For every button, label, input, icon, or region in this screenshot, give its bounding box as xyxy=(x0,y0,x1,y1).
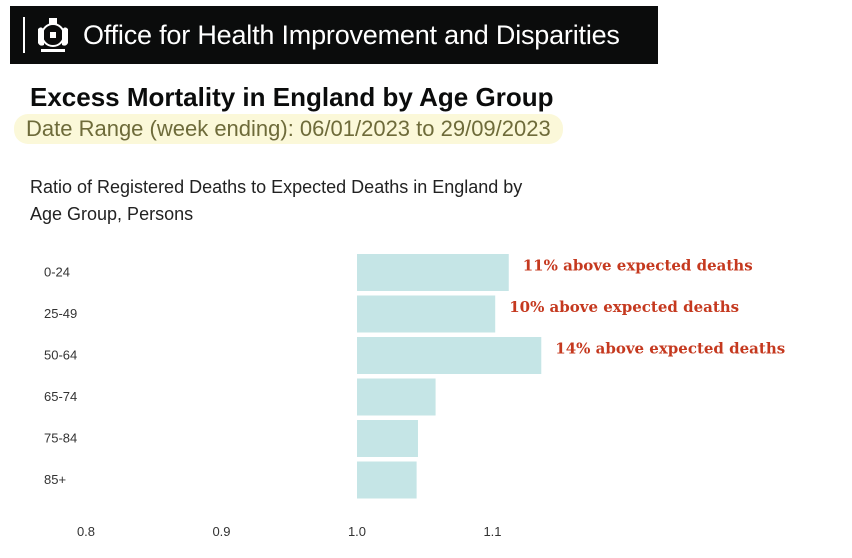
bar xyxy=(357,461,417,499)
category-label: 25-49 xyxy=(44,306,77,321)
royal-coat-of-arms-icon xyxy=(38,18,68,52)
bar xyxy=(357,254,509,291)
data-label: 10% above expected deaths xyxy=(509,298,739,316)
header-divider xyxy=(23,17,25,53)
bar-chart: 0-24 11% above expected deaths 25-49 10% ab… xyxy=(44,254,785,539)
x-tick-label: 1.0 xyxy=(348,524,366,539)
category-label: 85+ xyxy=(44,472,66,487)
bar xyxy=(357,420,418,457)
category-label: 75-84 xyxy=(44,431,77,446)
org-name: Office for Health Improvement and Dispar… xyxy=(83,19,620,50)
data-label: 14% above expected deaths xyxy=(555,340,785,358)
x-tick-label: 0.9 xyxy=(212,524,230,539)
x-tick-label: 0.8 xyxy=(77,524,95,539)
bar xyxy=(357,378,436,416)
category-label: 0-24 xyxy=(44,265,70,280)
chart-title: Ratio of Registered Deaths to Expected D… xyxy=(30,177,523,224)
x-tick-label: 1.1 xyxy=(483,524,501,539)
page-title: Excess Mortality in England by Age Group xyxy=(30,82,554,112)
category-label: 65-74 xyxy=(44,389,77,404)
header-bar: Office for Health Improvement and Dispar… xyxy=(10,6,658,64)
data-label: 11% above expected deaths xyxy=(523,257,753,275)
category-label: 50-64 xyxy=(44,348,77,363)
bar xyxy=(357,295,496,333)
bar xyxy=(357,337,542,374)
date-range: Date Range (week ending): 06/01/2023 to … xyxy=(14,114,563,144)
